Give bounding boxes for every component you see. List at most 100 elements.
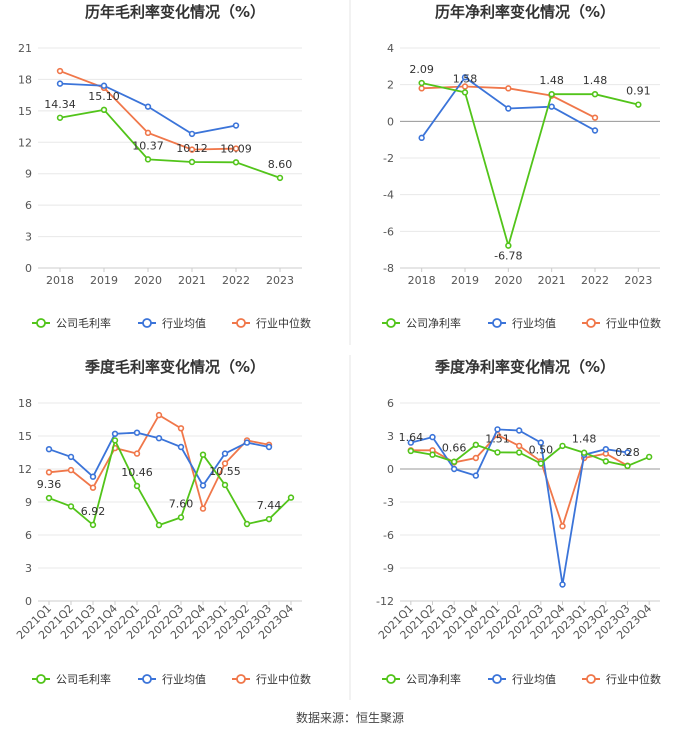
x-tick-label: 2023 (266, 274, 294, 287)
legend-item-company: 公司毛利率 (32, 316, 111, 330)
x-tick-label: 2023 (624, 274, 652, 287)
series-line-industry_median (59, 70, 237, 151)
y-tick-label: 6 (25, 529, 32, 542)
data-point-company (559, 442, 566, 450)
data-point-company (645, 453, 653, 461)
data-point-industry_avg (100, 82, 108, 89)
y-tick-label: 3 (387, 430, 394, 443)
data-point-company (624, 462, 631, 470)
data-point-industry_avg (429, 433, 436, 441)
data-point-company (133, 482, 141, 490)
data-point-industry_median (133, 450, 141, 457)
data-label: 1.48 (539, 74, 564, 87)
data-point-industry_median (461, 83, 469, 90)
x-tick-label: 2019 (451, 274, 479, 287)
y-tick-label: -12 (376, 595, 394, 608)
legend-swatch-marker (386, 318, 396, 328)
data-point-company (276, 174, 284, 182)
data-label: 6.92 (81, 505, 106, 518)
data-point-company (111, 437, 119, 444)
data-label: 0.66 (442, 442, 467, 455)
data-point-industry_median (155, 411, 163, 419)
data-point-company (265, 515, 273, 523)
data-point-industry_median (67, 466, 75, 474)
data-label: 1.48 (583, 74, 608, 87)
legend-item-company: 公司毛利率 (32, 672, 111, 686)
data-point-company (287, 494, 295, 501)
data-point-company (450, 458, 458, 465)
legend-label: 行业中位数 (606, 316, 661, 330)
legend-swatch-marker (236, 318, 246, 328)
data-point-company (188, 158, 196, 166)
x-tick-label: 2022 (222, 274, 250, 287)
data-point-industry_avg (624, 449, 631, 456)
data-point-company (461, 89, 469, 96)
data-point-company (177, 514, 185, 521)
chart-title: 历年毛利率变化情况（%） (85, 3, 265, 21)
data-point-industry_median (89, 484, 97, 491)
legend-swatch-marker (236, 674, 246, 684)
data-point-industry_median (232, 145, 240, 152)
y-tick-label: -4 (383, 189, 394, 202)
x-tick-label: 2021 (178, 274, 206, 287)
data-point-industry_median (505, 85, 512, 92)
y-tick-label: 9 (25, 496, 32, 509)
data-point-industry_avg (56, 80, 64, 87)
y-tick-label: 0 (387, 115, 394, 128)
data-label: 0.50 (529, 444, 554, 457)
y-tick-label: -6 (383, 529, 394, 542)
data-point-company (232, 159, 240, 166)
y-tick-label: -3 (383, 496, 394, 509)
data-point-company (155, 521, 163, 529)
y-tick-label: 0 (387, 463, 394, 476)
x-tick-label: 2022 (581, 274, 609, 287)
data-point-industry_median (56, 67, 64, 75)
x-tick-label: 2018 (46, 274, 74, 287)
legend-item-industry_avg: 行业均值 (138, 317, 206, 330)
data-point-company (580, 449, 588, 456)
data-point-company (56, 114, 64, 121)
legend-item-industry_avg: 行业均值 (138, 673, 206, 686)
data-point-industry_avg (515, 427, 523, 434)
legend-item-industry_median: 行业中位数 (582, 672, 661, 686)
chart-2: 历年净利率变化情况（%） -8 -6 -4 -2 0 2 4 2018 2019 2020 2021 2… (382, 3, 661, 330)
legend-swatch-marker (142, 318, 152, 328)
data-point-industry_median (559, 522, 566, 530)
chart-title: 季度净利率变化情况（%） (435, 358, 615, 376)
data-point-industry_median (591, 114, 599, 121)
data-label: 10.09 (220, 142, 252, 155)
x-tick-label: 2019 (90, 274, 118, 287)
data-point-company (429, 451, 436, 458)
x-tick-label: 2018 (408, 274, 436, 287)
y-tick-label: -6 (383, 225, 394, 238)
data-point-company (515, 449, 523, 456)
data-point-industry_avg (407, 439, 415, 446)
legend-label: 公司净利率 (406, 316, 461, 330)
legend-label: 行业均值 (162, 317, 206, 330)
chart-3: 季度毛利率变化情况（%）03691215182021Q12021Q22021Q3… (14, 358, 311, 686)
y-tick-label: 12 (18, 463, 32, 476)
data-label: 8.60 (268, 158, 293, 171)
data-point-industry_median (418, 85, 425, 92)
legend-label: 行业中位数 (606, 672, 661, 686)
data-point-industry_median (199, 505, 207, 512)
y-tick-label: 18 (18, 73, 32, 86)
data-label: 1.51 (485, 432, 510, 445)
legend-item-industry_avg: 行业均值 (488, 317, 556, 330)
y-tick-label: 0 (25, 595, 32, 608)
y-tick-label: -8 (383, 262, 394, 275)
data-point-company (144, 156, 152, 163)
y-tick-label: 12 (18, 136, 32, 149)
y-tick-label: 6 (387, 397, 394, 410)
data-point-industry_avg (418, 134, 425, 142)
legend-label: 行业中位数 (256, 672, 311, 686)
legend-swatch-marker (492, 674, 502, 684)
data-point-industry_median (144, 129, 152, 137)
data-label: 2.09 (409, 63, 434, 76)
data-point-industry_avg (111, 430, 119, 437)
data-point-industry_median (45, 469, 53, 476)
data-label: 10.12 (176, 142, 208, 155)
legend-swatch-marker (586, 674, 596, 684)
y-tick-label: 3 (25, 562, 32, 575)
